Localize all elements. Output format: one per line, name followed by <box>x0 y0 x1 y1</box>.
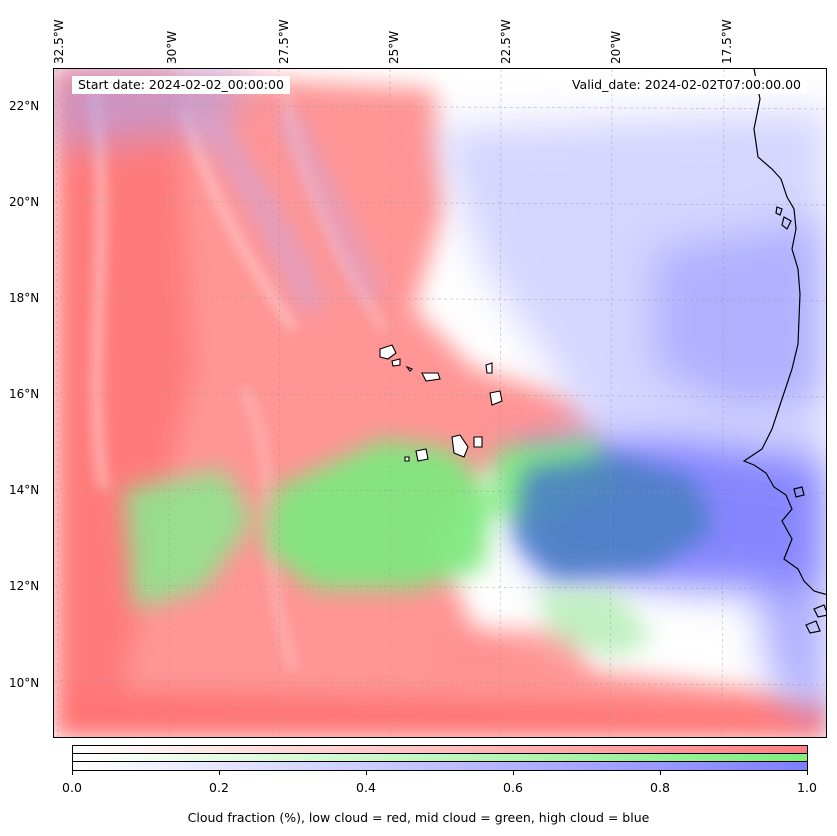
colorbar-tick <box>513 771 514 775</box>
colorbar-tick-label: 0.6 <box>503 780 523 795</box>
colorbar-caption: Cloud fraction (%), low cloud = red, mid… <box>187 810 650 825</box>
lon-label: 32.5°W <box>52 19 66 64</box>
low-cloud-layer <box>54 69 826 737</box>
lon-label: 22.5°W <box>499 19 513 64</box>
lon-label: 30°W <box>165 30 179 64</box>
gridlines <box>54 69 826 737</box>
lat-label: 16°N <box>9 387 40 401</box>
lat-label: 12°N <box>9 579 40 593</box>
mid-high-overlap <box>514 454 714 579</box>
lat-label: 20°N <box>9 195 40 209</box>
lon-label: 27.5°W <box>277 19 291 64</box>
colorbar-tick-label: 1.0 <box>797 780 817 795</box>
colorbar-tick-label: 0.8 <box>650 780 670 795</box>
colorbar <box>72 745 808 771</box>
low-cloud-streaks <box>89 88 387 671</box>
lat-label: 18°N <box>9 291 40 305</box>
lon-label: 25°W <box>387 30 401 64</box>
coastline <box>742 69 826 634</box>
lon-label: 20°W <box>609 30 623 64</box>
colorbar-tick <box>660 771 661 775</box>
lat-label: 14°N <box>9 483 40 497</box>
colorbar-tick-label: 0.0 <box>62 780 82 795</box>
colorbar-tick <box>219 771 220 775</box>
colorbar-tick <box>72 771 73 775</box>
colorbar-low-cloud <box>73 746 807 754</box>
colorbar-tick-label: 0.2 <box>209 780 229 795</box>
colorbar-tick <box>366 771 367 775</box>
high-cloud-streaks <box>193 104 383 315</box>
cloud-fraction-map <box>53 68 827 738</box>
colorbar-high-cloud <box>73 762 807 770</box>
start-date-label: Start date: 2024-02-02_00:00:00 <box>72 76 290 94</box>
map-canvas <box>54 69 826 737</box>
cape-verde-islands <box>379 344 503 462</box>
lat-label: 10°N <box>9 676 40 690</box>
colorbar-tick <box>807 771 808 775</box>
lat-label: 22°N <box>9 99 40 113</box>
colorbar-tick-label: 0.4 <box>356 780 376 795</box>
lon-label: 17.5°W <box>720 19 734 64</box>
colorbar-mid-cloud <box>73 754 807 762</box>
valid-date-label: Valid_date: 2024-02-02T07:00:00.00 <box>565 76 807 94</box>
